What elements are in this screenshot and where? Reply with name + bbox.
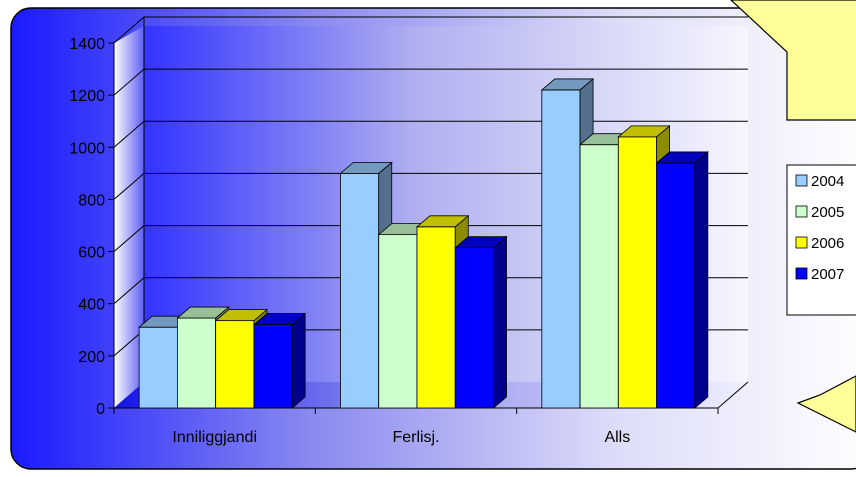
bar-2007-Ferlisj. [454,235,508,409]
legend: 2004 2005 2006 2007 [786,164,856,316]
legend-label: 2005 [811,204,844,221]
y-axis-ticks: 0 200 400 600 800 1000 1200 1400 [69,36,114,418]
y-tick-label: 800 [78,192,105,209]
legend-swatch [795,174,808,187]
y-tick-label: 1400 [69,36,105,53]
bars [138,78,709,409]
callout-top [730,0,856,121]
bar-2007-Alls [655,151,709,409]
legend-label: 2004 [811,173,844,190]
side-wall [114,26,144,408]
floor-edge [717,381,749,409]
y-tick-label: 400 [78,297,105,314]
y-tick-label: 1000 [69,140,105,157]
y-tick-label: 200 [78,349,105,366]
legend-swatch [795,267,808,280]
bar-2007-Inniliggjandi [252,312,307,409]
y-tick-label: 600 [78,245,105,262]
x-tick-label: Ferlisj. [392,429,439,446]
x-tick-label: Inniliggjandi [172,429,257,446]
legend-label: 2006 [811,235,844,252]
legend-label: 2007 [811,266,844,283]
legend-swatch [795,236,808,249]
legend-swatch [795,205,808,218]
callout-bottom [796,375,856,433]
x-axis-labels: Inniliggjandi Ferlisj. Alls [172,429,630,446]
y-tick-label: 1200 [69,88,105,105]
bar-2004-Ferlisj. [339,161,393,409]
x-tick-label: Alls [604,429,630,446]
y-tick-label: 0 [96,401,105,418]
